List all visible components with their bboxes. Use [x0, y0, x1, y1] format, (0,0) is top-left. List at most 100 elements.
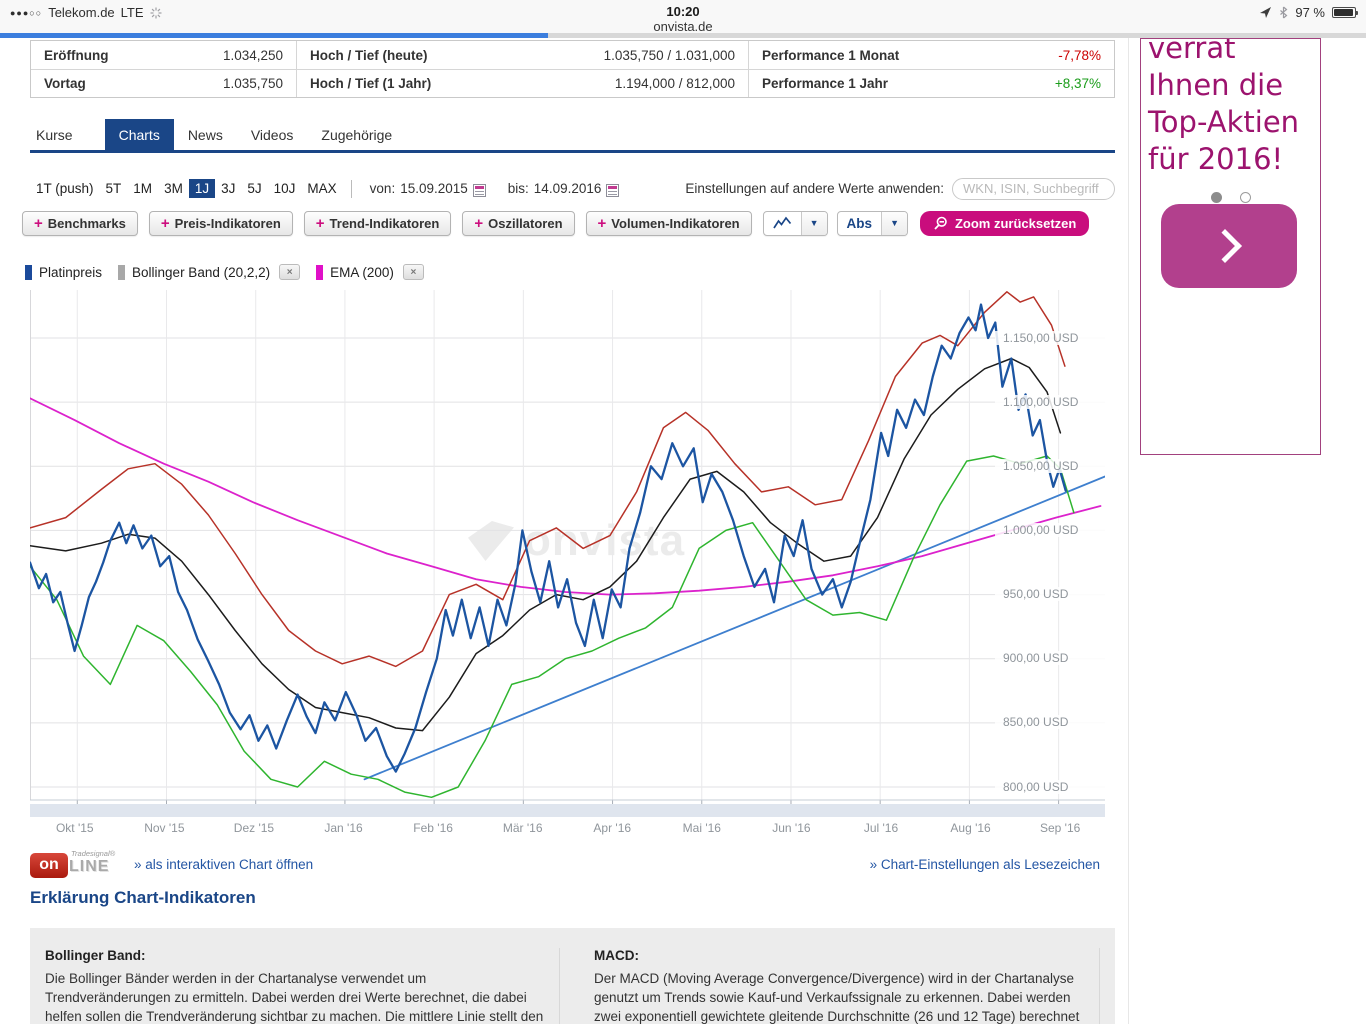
tab-news[interactable]: News — [174, 119, 237, 150]
highlow-today-label: Hoch / Tief (heute) — [310, 48, 428, 63]
indicator-explanation-box: Bollinger Band: Die Bollinger Bänder wer… — [30, 928, 1115, 1024]
chevron-right-icon — [1208, 229, 1242, 263]
plus-icon: + — [34, 216, 43, 231]
remove-ema-button[interactable]: × — [403, 264, 424, 280]
chart-type-dropdown-arrow[interactable]: ▼ — [801, 212, 827, 235]
range-10j[interactable]: 10J — [268, 179, 302, 198]
add-oscillators-button[interactable]: +Oszillatoren — [462, 211, 574, 236]
plus-icon: + — [161, 216, 170, 231]
legend-label: Platinpreis — [39, 265, 102, 280]
perf-1y-label: Performance 1 Jahr — [762, 76, 888, 91]
x-axis-tick-label: Sep '16 — [1015, 821, 1105, 835]
ad-next-button[interactable] — [1161, 204, 1297, 288]
tab-kurse[interactable]: Kurse — [30, 119, 87, 150]
battery-icon — [1332, 7, 1356, 18]
highlow-1y-value: 1.194,000 / 812,000 — [615, 76, 735, 91]
add-benchmarks-button[interactable]: +Benchmarks — [22, 211, 138, 236]
y-axis-tick-label: 900,00 USD — [995, 651, 1107, 665]
chart-type-button[interactable] — [764, 212, 801, 235]
x-axis-tick-label: Jan '16 — [299, 821, 389, 835]
legend-label: Bollinger Band (20,2,2) — [132, 265, 270, 280]
chart-settings-bookmark-link[interactable]: » Chart-Einstellungen als Lesezeichen — [870, 857, 1100, 872]
perf-1m-value: -7,78% — [1058, 48, 1101, 63]
perf-1y-value: +8,37% — [1055, 76, 1101, 91]
plus-icon: + — [598, 216, 607, 231]
y-axis-tick-label: 1.000,00 USD — [995, 523, 1107, 537]
ad-pager-dot-active[interactable] — [1211, 192, 1222, 203]
table-row: Vortag1.035,750 Hoch / Tief (1 Jahr)1.19… — [31, 69, 1114, 97]
range-max[interactable]: MAX — [301, 179, 342, 198]
zoom-reset-button[interactable]: Zoom zurücksetzen — [920, 211, 1089, 236]
legend-item-platinpreis: Platinpreis — [25, 265, 102, 280]
url-host: onvista.de — [0, 19, 1366, 34]
ema-color-chip — [316, 265, 323, 280]
from-calendar-icon[interactable] — [473, 184, 486, 197]
tab-videos[interactable]: Videos — [237, 119, 308, 150]
y-axis-tick-label: 950,00 USD — [995, 587, 1107, 601]
ad-pager-dot[interactable] — [1240, 192, 1251, 203]
add-price-indicators-button[interactable]: +Preis-Indikatoren — [149, 211, 293, 236]
add-trend-indicators-button[interactable]: +Trend-Indikatoren — [304, 211, 452, 236]
scale-abs-button[interactable]: Abs — [838, 212, 882, 235]
plus-icon: + — [474, 216, 483, 231]
tab-charts[interactable]: Charts — [105, 119, 174, 150]
y-axis-tick-label: 1.150,00 USD — [995, 331, 1107, 345]
prev-close-label: Vortag — [44, 76, 86, 91]
bluetooth-icon — [1279, 6, 1288, 19]
zoom-out-icon — [933, 216, 948, 231]
open-interactive-chart-link[interactable]: » als interaktiven Chart öffnen — [134, 857, 313, 872]
bollinger-text: Die Bollinger Bänder werden in der Chart… — [45, 969, 547, 1024]
open-label: Eröffnung — [44, 48, 108, 63]
quote-summary-table: Eröffnung 1.034,250 Hoch / Tief (heute) 1.… — [30, 40, 1115, 98]
remove-bollinger-button[interactable]: × — [279, 264, 300, 280]
range-1t[interactable]: 1T (push) — [30, 179, 100, 198]
x-axis-labels: Okt '15 Nov '15 Dez '15 Jan '16 Feb '16 … — [30, 821, 1105, 835]
to-label: bis: — [508, 181, 529, 196]
chart-footer: Tradesignal® on LINE » als interaktiven … — [30, 851, 1115, 881]
y-axis-tick-label: 850,00 USD — [995, 715, 1107, 729]
highlow-today-value: 1.035,750 / 1.031,000 — [604, 48, 735, 63]
range-1m[interactable]: 1M — [127, 179, 158, 198]
tab-zugehoerige[interactable]: Zugehörige — [307, 119, 406, 150]
x-axis-tick-label: Aug '16 — [926, 821, 1016, 835]
y-axis-tick-label: 800,00 USD — [995, 780, 1107, 794]
plus-icon: + — [316, 216, 325, 231]
x-axis-tick-label: Jul '16 — [836, 821, 926, 835]
x-axis-tick-label: Mai '16 — [657, 821, 747, 835]
chart-legend: Platinpreis Bollinger Band (20,2,2) × EM… — [25, 261, 440, 283]
add-volume-indicators-button[interactable]: +Volumen-Indikatoren — [586, 211, 752, 236]
bollinger-color-chip — [118, 265, 125, 280]
clock: 10:20 — [0, 4, 1366, 19]
from-date-value[interactable]: 15.09.2015 — [400, 181, 468, 196]
location-arrow-icon — [1259, 6, 1272, 19]
macd-explanation: MACD: Der MACD (Moving Average Convergen… — [594, 948, 1100, 1024]
open-value: 1.034,250 — [223, 48, 283, 63]
apply-settings-label: Einstellungen auf andere Werte anwenden: — [685, 181, 944, 196]
explanation-heading: Erklärung Chart-Indikatoren — [30, 888, 256, 908]
x-axis-tick-label: Apr '16 — [567, 821, 657, 835]
price-chart-canvas[interactable]: onvista 1.150,00 USD 1.100,00 USD 1.050,… — [30, 290, 1105, 846]
bollinger-explanation: Bollinger Band: Die Bollinger Bänder wer… — [45, 948, 560, 1024]
range-1j[interactable]: 1J — [189, 179, 215, 198]
ad-headline: verrät Ihnen die Top-Aktien für 2016! — [1148, 38, 1320, 178]
range-5j[interactable]: 5J — [241, 179, 267, 198]
to-calendar-icon[interactable] — [606, 184, 619, 197]
search-input[interactable] — [952, 178, 1115, 200]
tradesignal-online-logo: Tradesignal® on LINE — [30, 851, 125, 879]
macd-title: MACD: — [594, 948, 1087, 963]
scale-dropdown-arrow[interactable]: ▼ — [881, 212, 907, 235]
onvista-chart-page: ●●●○○ Telekom.de LTE 10:20 onvista.de 97… — [0, 0, 1366, 1024]
x-axis-tick-label: Dez '15 — [209, 821, 299, 835]
x-axis-tick-label: Feb '16 — [388, 821, 478, 835]
indicator-button-row: +Benchmarks +Preis-Indikatoren +Trend-In… — [22, 210, 1122, 236]
range-5t[interactable]: 5T — [100, 179, 128, 198]
x-axis-tick-label: Jun '16 — [747, 821, 837, 835]
to-date-value[interactable]: 14.09.2016 — [534, 181, 602, 196]
page-load-progress-bar — [0, 33, 548, 38]
ad-pager-dots — [1141, 192, 1320, 203]
legend-label: EMA (200) — [330, 265, 394, 280]
sidebar-ad[interactable]: verrät Ihnen die Top-Aktien für 2016! — [1140, 38, 1321, 455]
range-3m[interactable]: 3M — [158, 179, 189, 198]
highlow-1y-label: Hoch / Tief (1 Jahr) — [310, 76, 431, 91]
range-3j[interactable]: 3J — [215, 179, 241, 198]
